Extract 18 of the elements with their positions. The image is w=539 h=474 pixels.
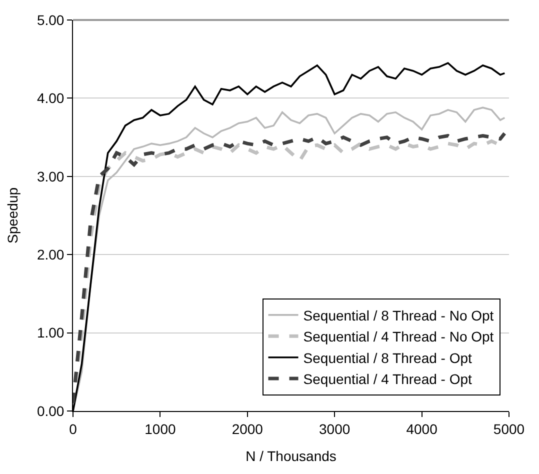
y-tick-label: 4.00 xyxy=(36,90,64,106)
x-tick-label: 4000 xyxy=(406,420,438,437)
x-tick-label: 5000 xyxy=(493,420,525,437)
x-axis-title: N / Thousands xyxy=(246,448,336,464)
y-axis-title: Speedup xyxy=(4,187,21,244)
y-tick-label: 1.00 xyxy=(36,324,64,341)
y-tick-label: 5.00 xyxy=(36,12,64,28)
legend-label: Sequential / 4 Thread - No Opt xyxy=(303,328,494,345)
x-tick-label: 1000 xyxy=(144,420,176,437)
x-tick-label: 2000 xyxy=(232,420,264,437)
legend-label: Sequential / 4 Thread - Opt xyxy=(303,371,472,388)
y-tick-label: 2.00 xyxy=(36,246,64,262)
x-tick-label: 0 xyxy=(69,420,78,437)
y-tick-label: 3.00 xyxy=(36,168,64,184)
y-tick-label: 0.00 xyxy=(36,402,64,419)
legend-label: Sequential / 8 Thread - Opt xyxy=(303,350,472,366)
x-tick-label: 3000 xyxy=(319,420,350,437)
legend-label: Sequential / 8 Thread - No Opt xyxy=(303,307,494,324)
